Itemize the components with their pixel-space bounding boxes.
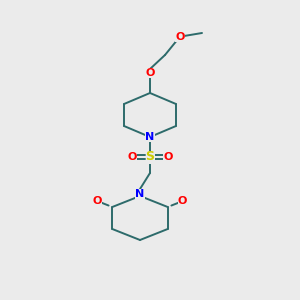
Text: N: N xyxy=(135,189,145,199)
Text: O: O xyxy=(178,196,187,206)
Text: N: N xyxy=(146,132,154,142)
Text: O: O xyxy=(163,152,173,162)
Text: O: O xyxy=(127,152,137,162)
Text: O: O xyxy=(175,32,185,42)
Text: O: O xyxy=(145,68,155,78)
Text: O: O xyxy=(93,196,102,206)
Text: S: S xyxy=(146,151,154,164)
